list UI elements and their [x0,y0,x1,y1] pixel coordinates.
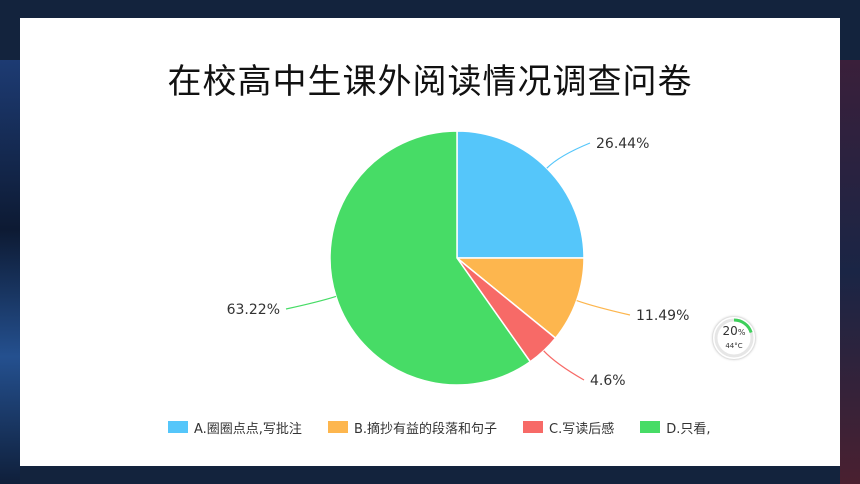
widget-percent-text: 20% [713,324,755,338]
slide-title: 在校高中生课外阅读情况调查问卷 [167,62,693,102]
widget-ring-fill [714,318,754,358]
legend-item-c[interactable]: C.写读后感 [523,418,614,437]
widget-percent-value: 20 [722,324,738,338]
slide-canvas: 在校高中生课外阅读情况调查问卷 26.44% 11.49% 4.6% 63.22% A… [20,18,840,466]
background-decoration-left [0,60,20,484]
data-label-a: 26.44% [596,136,649,152]
widget-progress-ring [714,318,754,358]
legend-label-d: D.只看, [666,421,711,437]
legend-swatch-c [523,421,543,433]
performance-monitor-widget[interactable]: 20% 44°C [712,316,756,360]
legend-label-c: C.写读后感 [549,421,615,437]
data-label-c: 4.6% [590,373,626,389]
data-label-b: 11.49% [636,308,689,324]
pie-chart: 26.44% 11.49% 4.6% 63.22% [227,130,689,389]
data-label-d: 63.22% [227,302,280,318]
pie-slice-a[interactable] [456,130,585,259]
legend-label-a: A.圈圈点点,写批注 [194,421,302,437]
leader-line-c [543,350,585,381]
widget-temperature: 44°C [725,342,743,350]
leader-line-b [576,299,631,316]
legend-item-b[interactable]: B.摘抄有益的段落和句子 [327,418,497,437]
widget-percent-unit: % [737,328,746,337]
legend-swatch-b [327,421,348,433]
chart-legend: A.圈圈点点,写批注 B.摘抄有益的段落和句子 C.写读后感 D.只看, [168,417,711,437]
legend-label-b: B.摘抄有益的段落和句子 [353,421,497,437]
leader-line-a [546,142,591,169]
legend-item-a[interactable]: A.圈圈点点,写批注 [168,418,302,437]
legend-item-d[interactable]: D.只看, [640,418,711,437]
legend-swatch-d [640,421,661,433]
legend-swatch-a [168,421,188,433]
background-decoration-right [840,60,860,484]
leader-line-d [285,295,337,310]
pie-slice-b[interactable] [454,257,585,340]
pie-slice-d[interactable] [329,130,532,386]
